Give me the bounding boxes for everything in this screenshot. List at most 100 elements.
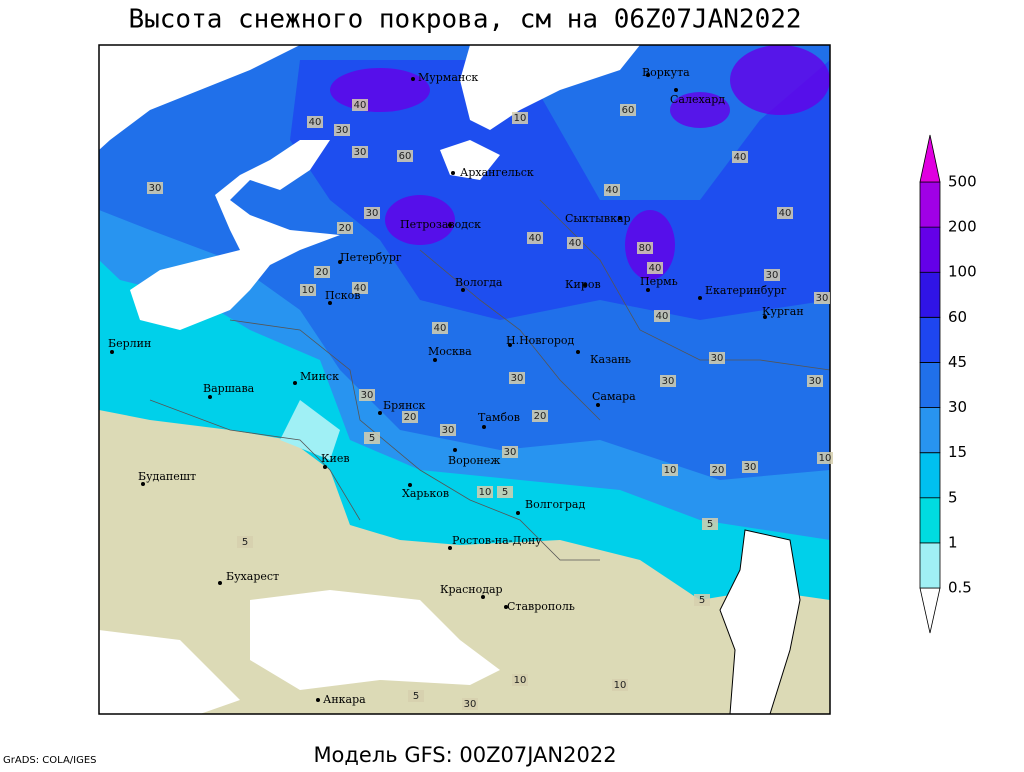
city-dot <box>451 171 455 175</box>
contour-label: 40 <box>569 238 582 249</box>
contour-label-box <box>654 310 670 322</box>
contour-label-box <box>462 698 478 710</box>
contour-label-box <box>777 207 793 219</box>
contour-label-box <box>694 594 710 606</box>
city-label: Петербург <box>340 251 402 264</box>
city-label: Краснодар <box>440 583 503 596</box>
contour-label-box <box>647 262 663 274</box>
contour-label: 5 <box>242 537 248 548</box>
city-label: Мурманск <box>418 71 478 84</box>
city-dot <box>461 288 465 292</box>
contour-label-box <box>637 242 653 254</box>
sea <box>440 140 500 180</box>
map <box>99 45 830 714</box>
contour-label-box <box>300 284 316 296</box>
contour-label: 30 <box>766 270 779 281</box>
city-label: Петрозаводск <box>400 218 481 231</box>
city-label: Воронеж <box>448 454 500 467</box>
city-dot <box>328 301 332 305</box>
contour-label-box <box>702 518 718 530</box>
city-dot <box>508 343 512 347</box>
contour-label: 40 <box>606 185 619 196</box>
contour-label-box <box>567 237 583 249</box>
contour-label: 20 <box>316 267 329 278</box>
legend-swatch <box>919 226 941 273</box>
contour-label-box <box>397 150 413 162</box>
contour-label-box <box>497 486 513 498</box>
city-dot <box>448 223 452 227</box>
contour-label: 5 <box>707 519 713 530</box>
legend-label: 45 <box>948 353 967 371</box>
contour-label: 40 <box>309 117 322 128</box>
city-label: Москва <box>428 345 472 358</box>
contour-label-box <box>432 322 448 334</box>
city-label: Архангельск <box>460 166 534 179</box>
city-dot <box>323 465 327 469</box>
city-dot <box>618 216 622 220</box>
legend-swatch <box>919 497 941 544</box>
contour-label: 40 <box>529 233 542 244</box>
contour-label-box <box>440 424 456 436</box>
city-dot <box>763 315 767 319</box>
sea <box>99 630 240 714</box>
legend-label: 100 <box>948 263 977 281</box>
contour-label: 40 <box>434 323 447 334</box>
contour-label: 40 <box>734 152 747 163</box>
contour-label: 40 <box>656 311 669 322</box>
legend-swatch <box>919 271 941 318</box>
contour-label-box <box>352 99 368 111</box>
contour-label: 10 <box>819 453 832 464</box>
contour-label: 20 <box>404 412 417 423</box>
city-label: Минск <box>300 370 339 383</box>
contour-label-box <box>709 352 725 364</box>
city-label: Казань <box>590 353 631 366</box>
contour-label: 60 <box>622 105 635 116</box>
credit: GrADS: COLA/IGES <box>3 755 97 766</box>
sea <box>250 590 500 690</box>
contour-label: 5 <box>369 433 375 444</box>
legend-label: 500 <box>948 173 977 191</box>
legend-label: 60 <box>948 308 967 326</box>
contour-label: 30 <box>744 462 757 473</box>
contour-label-box <box>352 282 368 294</box>
legend-label: 5 <box>948 488 958 506</box>
city-dot <box>433 358 437 362</box>
contour-label: 20 <box>712 465 725 476</box>
sea <box>719 529 801 714</box>
city-label: Берлин <box>108 337 151 350</box>
contour-label-box <box>352 146 368 158</box>
contour-label-box <box>307 116 323 128</box>
city-dot <box>141 482 145 486</box>
contour-label: 40 <box>779 208 792 219</box>
city-dot <box>110 350 114 354</box>
contour-label-box <box>817 452 833 464</box>
title: Высота снежного покрова, см на 06Z07JAN2… <box>128 5 801 35</box>
snow-max <box>730 45 830 115</box>
contour-label: 30 <box>464 699 477 710</box>
legend-label: 1 <box>948 533 958 551</box>
contour-label: 30 <box>336 125 349 136</box>
city-dot <box>448 546 452 550</box>
legend-swatch <box>919 542 941 589</box>
city-dot <box>583 283 587 287</box>
contour-label: 10 <box>614 680 627 691</box>
legend-swatch <box>919 362 941 408</box>
city-label: Будапешт <box>138 470 196 483</box>
city-dot <box>504 605 508 609</box>
contour-label-box <box>660 375 676 387</box>
contour-label-box <box>502 446 518 458</box>
contour-label-box <box>512 674 528 686</box>
city-label: Вологда <box>455 276 503 289</box>
city-label: Волгоград <box>525 498 585 511</box>
city-dot <box>698 296 702 300</box>
city-dot <box>576 350 580 354</box>
city-dot <box>596 403 600 407</box>
contour-label-box <box>710 464 726 476</box>
contour-label: 40 <box>649 263 662 274</box>
contour-label: 30 <box>442 425 455 436</box>
snow-max <box>670 92 730 128</box>
contour-label: 20 <box>339 223 352 234</box>
contour-label: 30 <box>354 147 367 158</box>
contour-label: 30 <box>511 373 524 384</box>
